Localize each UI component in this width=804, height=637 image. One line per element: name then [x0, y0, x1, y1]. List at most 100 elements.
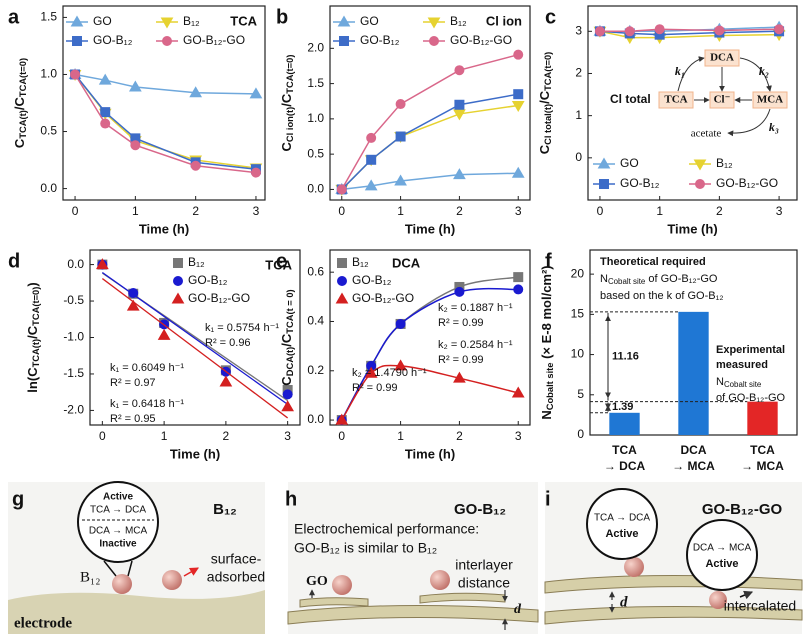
- x-tick-label: 0: [338, 204, 345, 218]
- y-tick-label: 1.5: [40, 10, 57, 24]
- y-tick-label: 0.6: [307, 264, 324, 278]
- legend-label: GO: [620, 156, 639, 170]
- text-part: based on the k of GO-B₁₂: [600, 290, 724, 302]
- marker: [95, 258, 109, 270]
- fit-label: R² = 0.95: [110, 413, 156, 425]
- fit-label: k₂ = 1.4790 h⁻¹: [352, 367, 427, 379]
- marker: [511, 166, 525, 178]
- fit-label: R² = 0.99: [352, 382, 398, 394]
- panel-letter: i: [545, 488, 551, 510]
- x-tick-label: 0: [597, 204, 604, 218]
- bar: [609, 412, 640, 435]
- marker: [714, 25, 725, 36]
- marker: [128, 80, 142, 92]
- text-part: N: [539, 410, 554, 419]
- marker: [454, 286, 465, 297]
- marker: [454, 65, 465, 76]
- marker: [364, 179, 378, 191]
- bar: [678, 311, 709, 435]
- y-tick-label: 0: [577, 427, 584, 441]
- reaction-label: DCA → MCA: [89, 526, 148, 537]
- marker: [654, 24, 665, 35]
- subscript: TCA(t=0): [543, 52, 553, 91]
- text-part: /C: [12, 97, 27, 111]
- text-part: /C: [25, 325, 40, 339]
- panel-letter: g: [12, 488, 24, 510]
- subscript: Cobalt site: [724, 380, 762, 389]
- legend-label: GO-B₁₂-GO: [188, 291, 250, 305]
- series-line: [341, 104, 519, 190]
- inset-node-label: MCA: [757, 94, 783, 106]
- y-tick-label: 20: [571, 266, 585, 280]
- go-flake: [419, 592, 506, 604]
- x-axis-label: Time (h): [405, 221, 455, 236]
- y-tick-label: -0.5: [63, 293, 84, 307]
- y-tick-label: 0.5: [40, 124, 57, 138]
- marker: [126, 299, 140, 311]
- x-axis-label: Time (h): [667, 221, 717, 236]
- plot-frame: [62, 5, 266, 201]
- marker: [98, 73, 112, 85]
- x-tick-label: 1: [397, 204, 404, 218]
- series-line: [341, 53, 519, 190]
- marker: [70, 69, 81, 80]
- marker: [282, 389, 293, 400]
- annotation: NCobalt site of GO-B₁₂-GO: [600, 273, 718, 286]
- y-axis-label: CTCA(t)/CTCA(t=0): [12, 58, 28, 148]
- panel-letter: b: [276, 6, 288, 28]
- inset-node: [704, 49, 740, 67]
- x-tick-label: TCA: [612, 443, 637, 457]
- text-part: N: [600, 273, 608, 285]
- marker: [693, 159, 707, 171]
- active-label: Active: [705, 558, 738, 570]
- y-tick-label: -1.0: [63, 330, 84, 344]
- marker: [513, 284, 524, 295]
- legend-label: GO-B₁₂-GO: [716, 176, 778, 190]
- fit-label: k₁ = 0.6049 h⁻¹: [110, 362, 184, 374]
- marker: [774, 24, 785, 35]
- marker: [511, 386, 525, 398]
- active-label: Active: [605, 528, 638, 540]
- plot-frame: [587, 5, 798, 201]
- inactive-label: Inactive: [99, 539, 137, 550]
- y-tick-label: 1: [575, 108, 582, 122]
- magnifier: [586, 488, 658, 560]
- chart-title: DCA: [392, 255, 421, 270]
- x-tick-label: → MCA: [672, 459, 715, 473]
- reaction-label: TCA → DCA: [90, 505, 146, 516]
- marker: [189, 86, 203, 98]
- inset-arrow: [677, 56, 705, 92]
- x-tick-label: 1: [397, 429, 404, 443]
- marker: [219, 375, 233, 387]
- y-tick-label: 1.0: [40, 67, 57, 81]
- x-tick-label: 3: [253, 204, 260, 218]
- chart-title: Cl ion: [486, 13, 522, 28]
- magnifier-edge: [103, 560, 117, 577]
- gap-label: 1.39: [612, 401, 633, 413]
- y-axis-label: CCl ion(t)/CTCA(t=0): [279, 55, 295, 152]
- marker: [453, 109, 466, 121]
- subscript: Cobalt site: [545, 363, 555, 411]
- marker: [128, 288, 139, 299]
- y-tick-label: 10: [571, 347, 585, 361]
- inset-node-label: DCA: [710, 52, 734, 64]
- particle-label: B₁₂: [80, 569, 100, 585]
- magnifier-edge: [127, 560, 133, 577]
- marker: [70, 15, 84, 27]
- y-tick-label: 5: [577, 387, 584, 401]
- marker: [597, 157, 611, 169]
- text-part: (× E-8 mol/cm²): [539, 265, 554, 362]
- marker: [337, 276, 347, 286]
- bar: [747, 401, 778, 435]
- y-tick-label: 0.0: [40, 181, 57, 195]
- diagram-title: GO-B₁₂-GO: [702, 501, 783, 518]
- rate-label: k₂: [759, 64, 769, 78]
- marker: [366, 132, 377, 143]
- legend-label: GO-B₁₂: [352, 273, 392, 287]
- plot-frame: [329, 249, 531, 426]
- marker: [157, 328, 171, 340]
- note: intercalated: [724, 598, 796, 614]
- panel-h: h GO-B₁₂ Electrochemical performance: GO…: [285, 482, 539, 634]
- electrode-surface: [8, 590, 265, 634]
- fit-label: R² = 0.99: [438, 354, 484, 366]
